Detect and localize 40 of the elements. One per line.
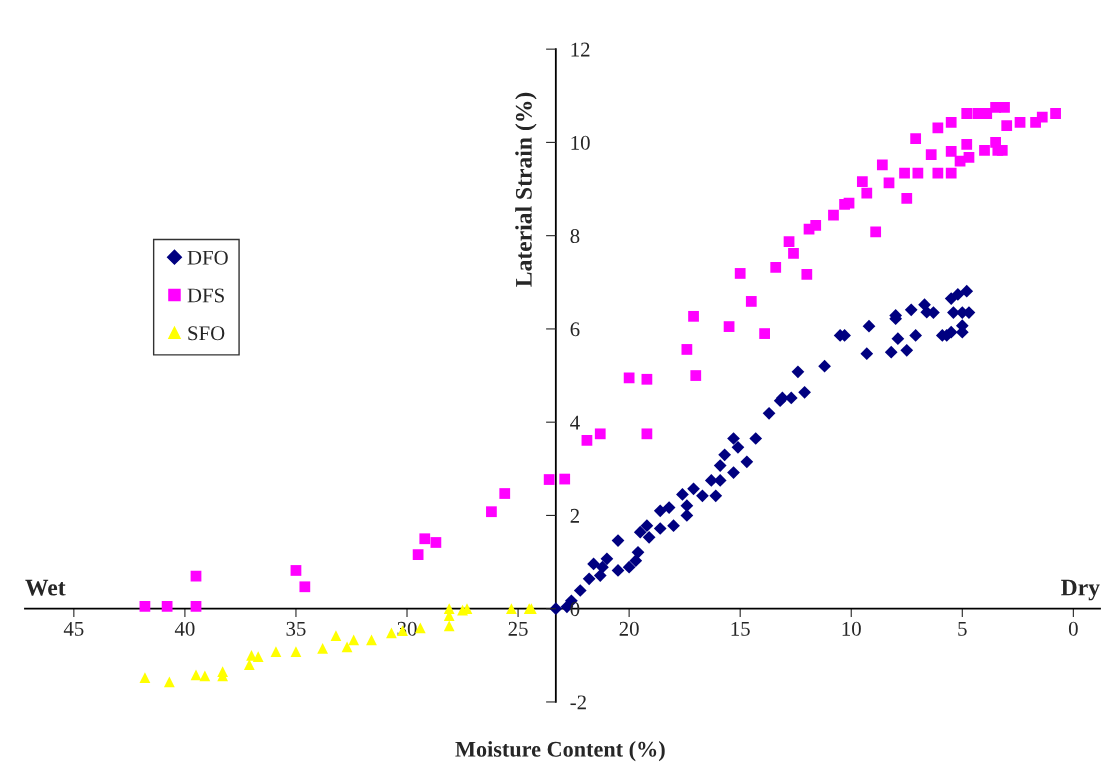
x-tick-label: 15	[731, 621, 750, 636]
legend-label: DFS	[187, 288, 224, 303]
x-axis-title: Moisture Content (%)	[455, 741, 665, 762]
annotation: Wet	[25, 579, 66, 596]
point	[252, 651, 264, 663]
point	[317, 642, 328, 654]
annotation: Dry	[1061, 579, 1100, 601]
point	[341, 641, 353, 653]
point	[290, 646, 302, 657]
x-tick-label: 0	[1068, 621, 1078, 636]
y-tick-label: 4	[570, 415, 580, 430]
point	[348, 634, 360, 646]
point	[506, 603, 517, 615]
point	[246, 649, 257, 661]
point	[270, 646, 282, 657]
legend-label: DFO	[187, 250, 228, 265]
x-tick-label: 25	[508, 621, 528, 636]
y-axis-title: Laterial Strain (%)	[515, 92, 537, 287]
y-tick-label: -2	[570, 695, 586, 710]
x-tick-label: 5	[958, 622, 967, 636]
y-tick-label: 12	[571, 42, 590, 57]
point	[366, 634, 377, 646]
point	[190, 669, 202, 681]
x-tick-label: 20	[619, 621, 639, 636]
x-tick-label: 10	[842, 621, 861, 636]
point	[163, 676, 175, 688]
x-tick-label: 45	[63, 621, 84, 636]
point	[443, 620, 455, 632]
y-tick-label: 6	[570, 322, 580, 337]
x-tick-label: 40	[174, 621, 195, 636]
y-tick-label: 2	[570, 508, 579, 523]
y-tick-label: 8	[570, 229, 580, 244]
legend-label: SFO	[188, 326, 225, 341]
point	[199, 670, 211, 682]
point	[330, 630, 342, 642]
x-tick-label: 35	[286, 621, 306, 636]
point	[386, 627, 397, 639]
y-tick-label: 10	[571, 135, 590, 150]
point	[139, 672, 151, 684]
point	[243, 659, 255, 671]
